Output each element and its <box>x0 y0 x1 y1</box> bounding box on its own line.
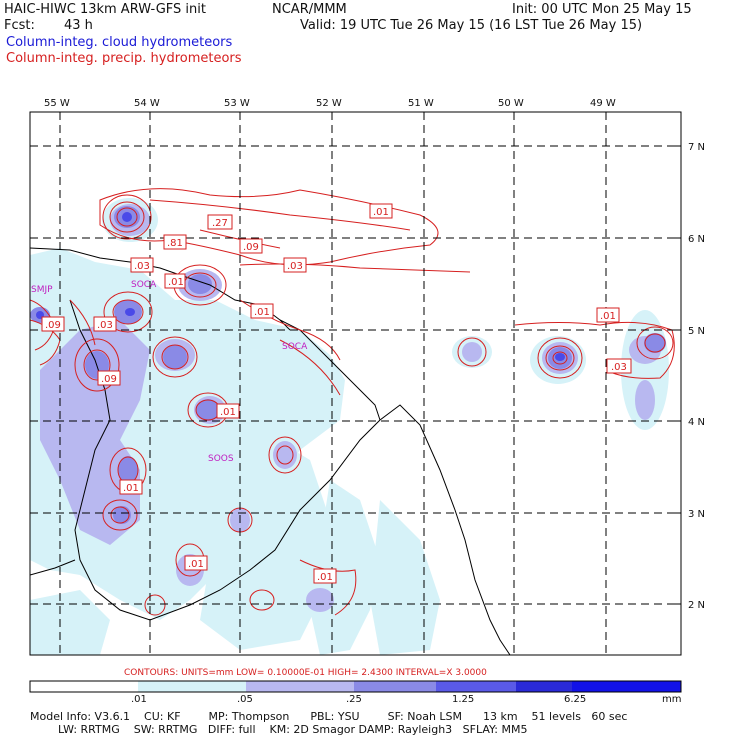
forecast-hours: 43 h <box>64 18 93 33</box>
lon-label: 54 W <box>134 98 160 109</box>
init-time: Init: 00 UTC Mon 25 May 15 <box>512 2 692 17</box>
lat-label: 3 N <box>688 509 705 520</box>
colorbar-tick: 1.25 <box>452 694 475 705</box>
contour-label: .09 <box>41 316 65 332</box>
organization-label: NCAR/MMM <box>272 2 347 17</box>
contour-label: .01 <box>216 403 240 419</box>
station-labels: SMJP SOCA SOCA SOOS <box>31 280 308 464</box>
contour-label: .03 <box>93 316 117 332</box>
longitude-labels: 55 W 54 W 53 W 52 W 51 W 50 W 49 W <box>44 98 616 109</box>
svg-text:.27: .27 <box>212 218 228 229</box>
lat-label: 7 N <box>688 142 705 153</box>
svg-text:.09: .09 <box>243 242 259 253</box>
lat-lon-grid <box>30 112 681 655</box>
lon-label: 50 W <box>498 98 524 109</box>
lon-label: 52 W <box>316 98 342 109</box>
lat-label: 6 N <box>688 234 705 245</box>
svg-text:.01: .01 <box>220 407 236 418</box>
contour-label: .09 <box>97 370 121 386</box>
contour-label: .01 <box>369 203 393 219</box>
frame-ticks <box>59 112 681 605</box>
svg-text:.09: .09 <box>45 320 61 331</box>
svg-text:.01: .01 <box>168 277 184 288</box>
contour-label: .01 <box>164 273 186 289</box>
svg-text:.01: .01 <box>188 559 204 570</box>
coastline <box>30 247 511 655</box>
svg-text:.09: .09 <box>101 374 117 385</box>
precip-contours <box>30 188 675 616</box>
colorbar-tick: .01 <box>131 694 147 705</box>
svg-text:.81: .81 <box>167 238 183 249</box>
svg-text:.03: .03 <box>97 320 113 331</box>
lon-label: 49 W <box>590 98 616 109</box>
color-bar <box>29 680 682 693</box>
contour-label: .81 <box>163 234 187 250</box>
contour-info: CONTOURS: UNITS=mm LOW= 0.10000E-01 HIGH… <box>124 668 487 678</box>
svg-text:.01: .01 <box>373 207 389 218</box>
lon-label: 51 W <box>408 98 434 109</box>
contour-label: .01 <box>596 307 620 323</box>
forecast-label: Fcst: <box>4 18 35 33</box>
valid-time: Valid: 19 UTC Tue 26 May 15 (16 LST Tue … <box>300 18 643 33</box>
contour-label: .01 <box>313 568 337 584</box>
contour-label: .27 <box>207 214 233 230</box>
station-label: SOOS <box>208 454 234 464</box>
lon-label: 55 W <box>44 98 70 109</box>
station-label: SOCA <box>131 280 157 290</box>
contour-label: .01 <box>250 303 274 319</box>
lon-label: 53 W <box>224 98 250 109</box>
precip-field-title: Column-integ. precip. hydrometeors <box>6 51 242 66</box>
contour-label: .03 <box>283 257 307 273</box>
colorbar-tick: 6.25 <box>564 694 587 705</box>
model-title: HAIC-HIWC 13km ARW-GFS init <box>4 2 206 17</box>
contour-label: .03 <box>606 358 632 374</box>
contour-label: .03 <box>130 257 154 273</box>
lat-label: 2 N <box>688 600 705 611</box>
svg-text:.01: .01 <box>123 483 139 494</box>
contour-label: .01 <box>184 555 208 571</box>
colorbar-tick: .05 <box>237 694 253 705</box>
model-info-line2: LW: RRTMG SW: RRTMG DIFF: full KM: 2D Sm… <box>30 723 528 736</box>
svg-text:.03: .03 <box>134 261 150 272</box>
svg-text:.01: .01 <box>254 307 270 318</box>
svg-text:.03: .03 <box>287 261 303 272</box>
lat-label: 4 N <box>688 417 705 428</box>
svg-text:.01: .01 <box>317 572 333 583</box>
cloud-field-title: Column-integ. cloud hydrometeors <box>6 35 233 50</box>
map-frame <box>29 111 682 656</box>
lat-label: 5 N <box>688 326 705 337</box>
colorbar-units: mm <box>662 694 682 705</box>
station-label: SMJP <box>31 285 53 295</box>
colorbar-tick: .25 <box>346 694 362 705</box>
contour-labels: .27 .81 .09 .03 .01 .03 .01 .01 .09 .03 … <box>41 203 632 584</box>
latitude-labels: 7 N 6 N 5 N 4 N 3 N 2 N <box>688 142 705 611</box>
contour-label: .01 <box>119 479 143 495</box>
model-info-line1: Model Info: V3.6.1 CU: KF MP: Thompson P… <box>30 710 628 723</box>
svg-text:.03: .03 <box>611 362 627 373</box>
contour-label: .09 <box>239 238 263 254</box>
svg-text:.01: .01 <box>600 311 616 322</box>
station-label: SOCA <box>282 342 308 352</box>
